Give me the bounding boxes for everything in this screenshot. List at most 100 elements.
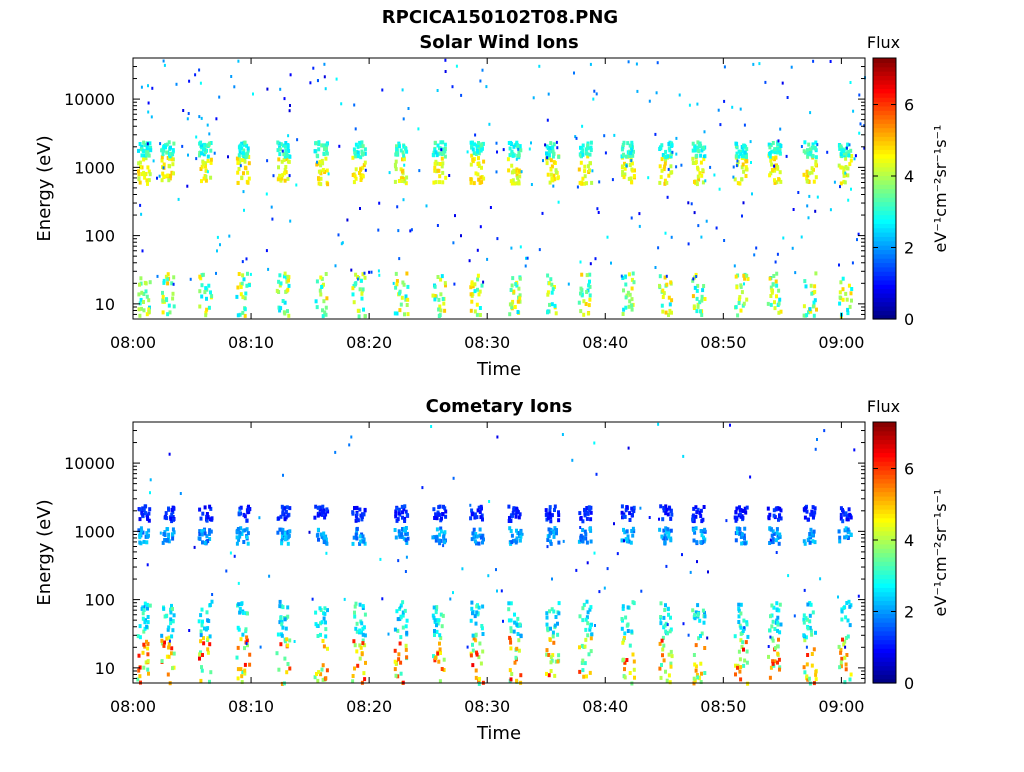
flux-cell <box>324 272 328 276</box>
flux-cell <box>770 624 774 629</box>
flux-cell <box>403 519 407 523</box>
flux-cell <box>323 75 326 79</box>
colorbar-swatch <box>873 245 896 250</box>
flux-cell <box>281 511 285 516</box>
flux-cell <box>768 628 772 633</box>
flux-cell <box>146 646 150 651</box>
flux-cell <box>359 539 363 544</box>
flux-cell <box>518 512 522 517</box>
flux-cell <box>847 153 851 158</box>
flux-cell <box>585 151 589 156</box>
flux-cell <box>524 264 527 268</box>
flux-cell <box>557 200 560 204</box>
flux-cell <box>168 452 171 456</box>
flux-cell <box>144 289 148 294</box>
flux-cell <box>843 639 847 644</box>
flux-cell <box>471 157 475 162</box>
flux-cell <box>731 105 734 109</box>
flux-cell <box>322 151 326 156</box>
flux-cell <box>580 146 584 150</box>
flux-cell <box>323 515 327 520</box>
flux-cell <box>776 660 779 665</box>
flux-cell <box>850 154 854 158</box>
flux-cell <box>665 678 669 683</box>
flux-cell <box>525 256 527 260</box>
flux-cell <box>193 545 196 549</box>
flux-cell <box>278 152 282 157</box>
flux-cell <box>323 606 327 611</box>
flux-cell <box>351 173 355 177</box>
flux-cell <box>738 512 742 517</box>
flux-cell <box>280 530 284 535</box>
flux-cell <box>361 638 365 643</box>
flux-cell <box>394 514 398 519</box>
flux-cell <box>209 290 212 295</box>
flux-cell <box>745 147 749 152</box>
flux-cell <box>163 63 166 67</box>
flux-cell <box>668 148 672 153</box>
flux-cell <box>544 143 547 147</box>
flux-cell <box>844 291 848 296</box>
flux-cell <box>633 168 636 173</box>
flux-cell <box>622 512 626 517</box>
flux-cell <box>442 657 446 662</box>
colorbar-swatch <box>873 253 896 259</box>
flux-cell <box>321 308 324 313</box>
flux-cell <box>142 629 146 634</box>
flux-cell <box>167 140 171 145</box>
flux-cell <box>396 617 400 622</box>
flux-cell <box>516 144 520 149</box>
flux-cell <box>838 263 840 267</box>
flux-cell <box>729 423 731 427</box>
flux-cell <box>140 85 143 89</box>
colorbar-swatch <box>873 305 896 311</box>
flux-cell <box>633 675 636 680</box>
colorbar-swatch <box>873 678 896 684</box>
flux-cell <box>767 515 771 520</box>
flux-cell <box>556 176 560 181</box>
flux-cell <box>284 626 288 631</box>
flux-cell <box>667 146 671 151</box>
flux-cell <box>438 174 442 179</box>
flux-cell <box>630 147 634 152</box>
flux-cell <box>170 157 174 162</box>
flux-cell <box>593 89 596 93</box>
flux-cell <box>557 611 561 616</box>
flux-cell <box>320 509 324 514</box>
flux-cell <box>165 654 169 659</box>
flux-cell <box>713 173 716 177</box>
flux-cell <box>709 165 712 169</box>
flux-cell <box>667 142 671 146</box>
flux-cell <box>145 294 149 299</box>
flux-cell <box>309 81 312 85</box>
flux-cell <box>162 145 166 150</box>
flux-cell <box>241 273 245 278</box>
flux-cell <box>475 534 479 539</box>
flux-cell <box>479 504 483 509</box>
flux-cell <box>146 516 149 521</box>
flux-cell <box>319 672 323 677</box>
flux-cell <box>680 163 683 167</box>
flux-cell <box>139 526 143 531</box>
flux-cell <box>495 170 498 174</box>
flux-cell <box>143 143 147 148</box>
flux-cell <box>586 561 589 565</box>
flux-cell <box>324 305 328 310</box>
flux-cell <box>355 505 359 510</box>
flux-cell <box>621 640 625 645</box>
flux-cell <box>744 640 748 645</box>
flux-cell <box>284 165 288 169</box>
flux-cell <box>803 638 807 643</box>
flux-cell <box>692 538 696 543</box>
flux-cell <box>693 148 697 153</box>
flux-cell <box>477 292 481 297</box>
flux-cell <box>640 589 643 593</box>
flux-cell <box>142 665 146 670</box>
flux-cell <box>156 274 159 278</box>
flux-cell <box>288 506 292 511</box>
flux-cell <box>622 140 626 145</box>
flux-cell <box>670 143 674 148</box>
flux-cell <box>473 539 477 544</box>
flux-cell <box>142 292 146 296</box>
x-tick-label: 08:40 <box>582 697 628 716</box>
